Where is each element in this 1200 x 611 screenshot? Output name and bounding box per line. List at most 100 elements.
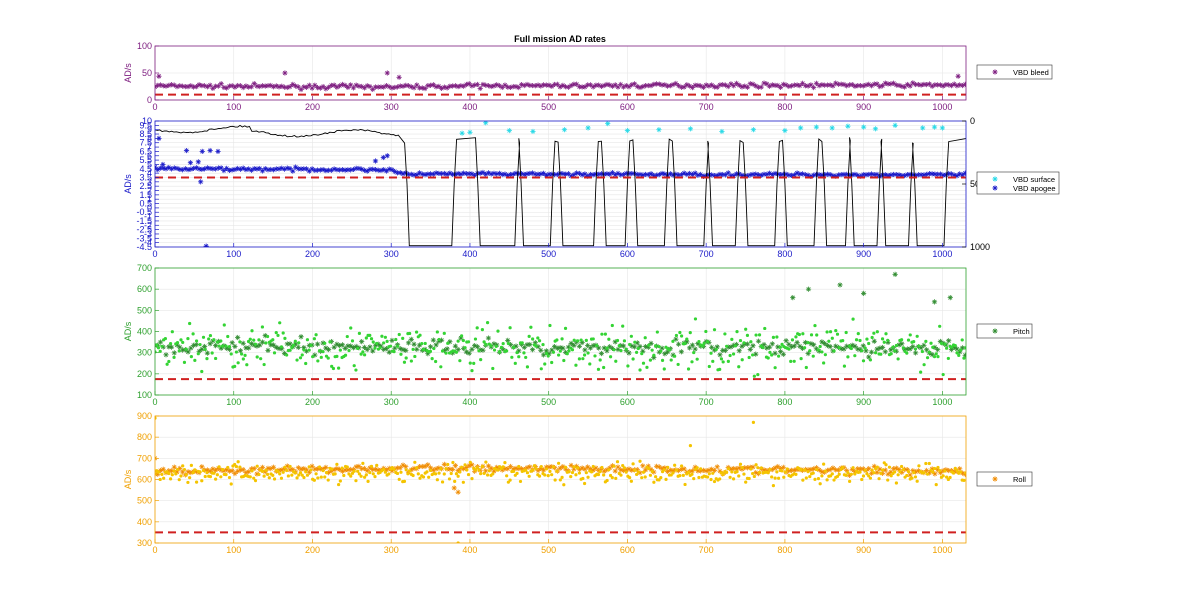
data-point-stroke — [855, 173, 860, 178]
data-point-stroke — [530, 129, 536, 134]
data-point — [335, 354, 339, 358]
data-point-stroke — [155, 165, 158, 168]
data-point-stroke — [927, 81, 932, 87]
data-point — [888, 347, 894, 353]
data-point-stroke — [869, 350, 874, 355]
data-point — [772, 350, 778, 356]
data-point-stroke — [318, 167, 323, 173]
data-point-stroke — [954, 346, 960, 352]
data-point — [692, 346, 698, 352]
outlier-point — [198, 179, 204, 185]
data-point-stroke — [365, 169, 370, 174]
data-point-stroke — [191, 84, 196, 90]
outlier-point-stroke — [385, 70, 390, 76]
series-vbd-apogee — [155, 135, 966, 247]
data-point — [262, 83, 268, 89]
data-point-stroke — [844, 172, 849, 177]
data-point-stroke — [183, 166, 188, 171]
data-point-stroke — [717, 352, 723, 357]
data-point — [316, 359, 320, 363]
data-point — [459, 130, 465, 136]
plot-content — [155, 121, 966, 247]
data-point-stroke — [367, 84, 373, 89]
x-tick-label: 600 — [620, 102, 635, 112]
x-tick-label: 600 — [620, 249, 635, 259]
data-point-stroke — [873, 126, 878, 131]
x-tick-label: 300 — [384, 102, 399, 112]
data-point — [165, 362, 169, 366]
data-point — [326, 346, 332, 353]
data-point — [676, 341, 682, 347]
data-point — [899, 341, 905, 347]
data-point-stroke — [920, 125, 925, 131]
data-point-stroke — [739, 84, 745, 89]
data-point — [717, 352, 723, 358]
data-point — [312, 337, 316, 341]
data-point — [386, 349, 392, 355]
data-point-stroke — [199, 167, 204, 172]
outlier-point-stroke — [837, 282, 843, 288]
data-point-stroke — [230, 83, 235, 88]
data-point — [733, 80, 740, 86]
data-point — [250, 329, 254, 333]
depth-trace-line — [155, 124, 966, 247]
data-point-stroke — [698, 172, 703, 177]
data-point — [571, 172, 577, 178]
data-point-stroke — [163, 84, 169, 89]
data-point — [874, 81, 880, 87]
data-point-stroke — [778, 349, 783, 354]
y-tick-label: 4.5 — [139, 164, 152, 174]
y-tick-label: 8 — [147, 133, 152, 143]
right-y-tick-label: 0 — [970, 116, 975, 126]
data-point-stroke — [232, 344, 238, 349]
data-point-stroke — [263, 166, 268, 171]
data-point — [560, 345, 566, 351]
data-point — [811, 84, 817, 91]
data-point-stroke — [872, 339, 877, 344]
data-point-stroke — [257, 84, 262, 89]
data-point-stroke — [230, 167, 235, 172]
data-point-stroke — [734, 81, 739, 86]
data-point — [954, 83, 960, 89]
data-point-stroke — [246, 166, 251, 172]
data-point — [185, 349, 191, 355]
data-point-stroke — [723, 83, 728, 88]
data-point-stroke — [337, 343, 342, 348]
data-point-stroke — [888, 347, 893, 352]
y-tick-label: 0.5 — [139, 199, 152, 209]
y-tick-label: 9 — [147, 125, 152, 135]
data-point — [293, 339, 297, 343]
data-point-stroke — [940, 125, 945, 131]
data-point-stroke — [307, 83, 312, 88]
data-point — [241, 357, 245, 361]
data-point-stroke — [924, 347, 929, 352]
data-point-stroke — [789, 344, 794, 349]
data-point-stroke — [155, 86, 158, 90]
data-point-stroke — [861, 343, 866, 348]
data-point — [480, 169, 486, 176]
data-point — [405, 340, 412, 346]
data-point-stroke — [624, 83, 629, 88]
data-point-stroke — [626, 350, 632, 356]
data-point — [529, 347, 536, 353]
x-tick-label: 900 — [856, 249, 871, 259]
data-point-stroke — [422, 172, 428, 177]
data-point — [620, 343, 627, 349]
data-point — [480, 347, 486, 353]
data-point-stroke — [795, 340, 800, 345]
outlier-point — [837, 282, 843, 288]
y-tick-label: -1 — [144, 212, 152, 222]
data-point-stroke — [436, 84, 441, 89]
data-point-stroke — [194, 84, 199, 89]
data-point — [750, 127, 757, 133]
data-point-stroke — [753, 352, 758, 357]
data-point-stroke — [428, 83, 433, 88]
data-point-stroke — [841, 82, 847, 87]
outlier-point-stroke — [381, 155, 386, 160]
data-point-stroke — [825, 343, 830, 348]
data-point-stroke — [698, 83, 703, 88]
data-point — [292, 164, 299, 170]
data-point — [910, 343, 916, 350]
data-point-stroke — [205, 351, 210, 356]
data-point — [348, 343, 354, 349]
